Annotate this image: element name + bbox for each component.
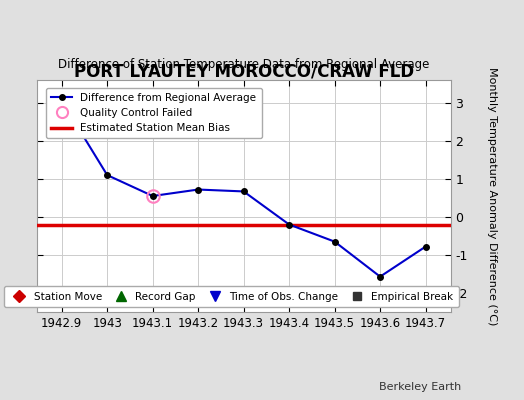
Text: Berkeley Earth: Berkeley Earth	[379, 382, 461, 392]
Legend: Station Move, Record Gap, Time of Obs. Change, Empirical Break: Station Move, Record Gap, Time of Obs. C…	[4, 286, 459, 307]
Y-axis label: Monthly Temperature Anomaly Difference (°C): Monthly Temperature Anomaly Difference (…	[487, 67, 497, 325]
Title: PORT LYAUTEY MOROCCO/CRAW FLD: PORT LYAUTEY MOROCCO/CRAW FLD	[73, 62, 414, 80]
Text: Difference of Station Temperature Data from Regional Average: Difference of Station Temperature Data f…	[58, 58, 429, 71]
